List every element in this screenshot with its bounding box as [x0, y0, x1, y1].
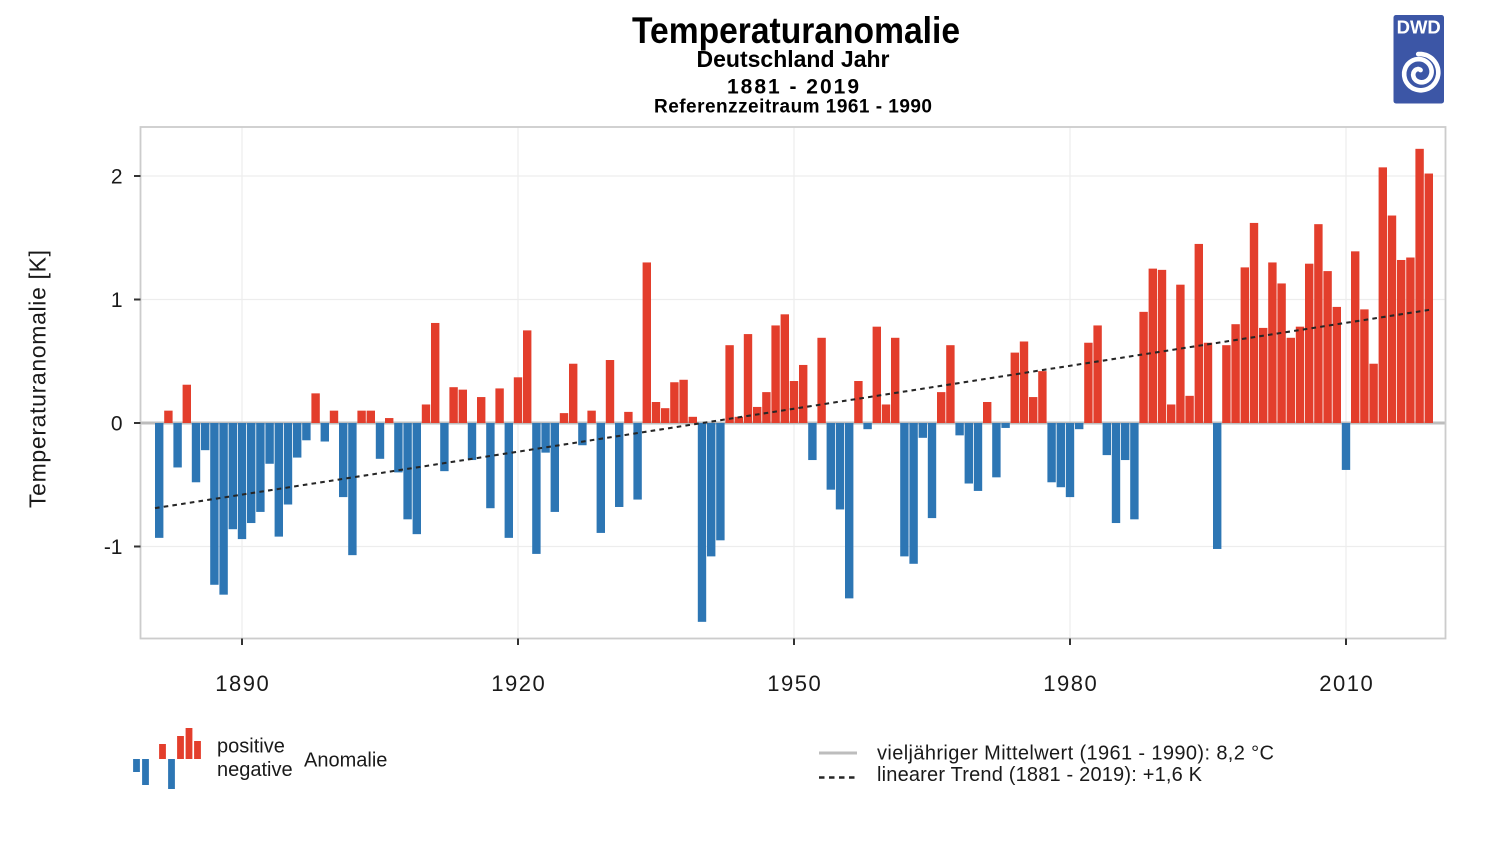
- svg-text:positive: positive: [217, 736, 285, 758]
- svg-text:Referenzzeitraum 1961 - 1990: Referenzzeitraum 1961 - 1990: [654, 97, 932, 118]
- svg-text:DWD: DWD: [1397, 17, 1441, 38]
- svg-text:linearer Trend (1881 - 2019):: linearer Trend (1881 - 2019): +1,6 K: [877, 764, 1203, 786]
- svg-text:Temperaturanomalie: Temperaturanomalie: [632, 10, 960, 51]
- svg-text:-1: -1: [104, 536, 123, 559]
- svg-text:1890: 1890: [215, 671, 269, 696]
- svg-text:1: 1: [111, 289, 123, 312]
- svg-text:Anomalie: Anomalie: [304, 750, 387, 772]
- svg-text:Temperaturanomalie [K]: Temperaturanomalie [K]: [25, 250, 51, 508]
- svg-text:1950: 1950: [767, 671, 821, 696]
- svg-text:1920: 1920: [491, 671, 545, 696]
- svg-text:negative: negative: [217, 759, 293, 781]
- svg-text:1980: 1980: [1043, 671, 1097, 696]
- svg-text:2: 2: [111, 166, 123, 189]
- svg-text:1881 - 2019: 1881 - 2019: [727, 76, 859, 99]
- svg-text:vieljähriger Mittelwert (1961: vieljähriger Mittelwert (1961 - 1990): 8…: [877, 743, 1274, 765]
- svg-text:Deutschland Jahr: Deutschland Jahr: [697, 46, 890, 72]
- svg-text:0: 0: [111, 413, 123, 436]
- svg-text:2010: 2010: [1319, 671, 1373, 696]
